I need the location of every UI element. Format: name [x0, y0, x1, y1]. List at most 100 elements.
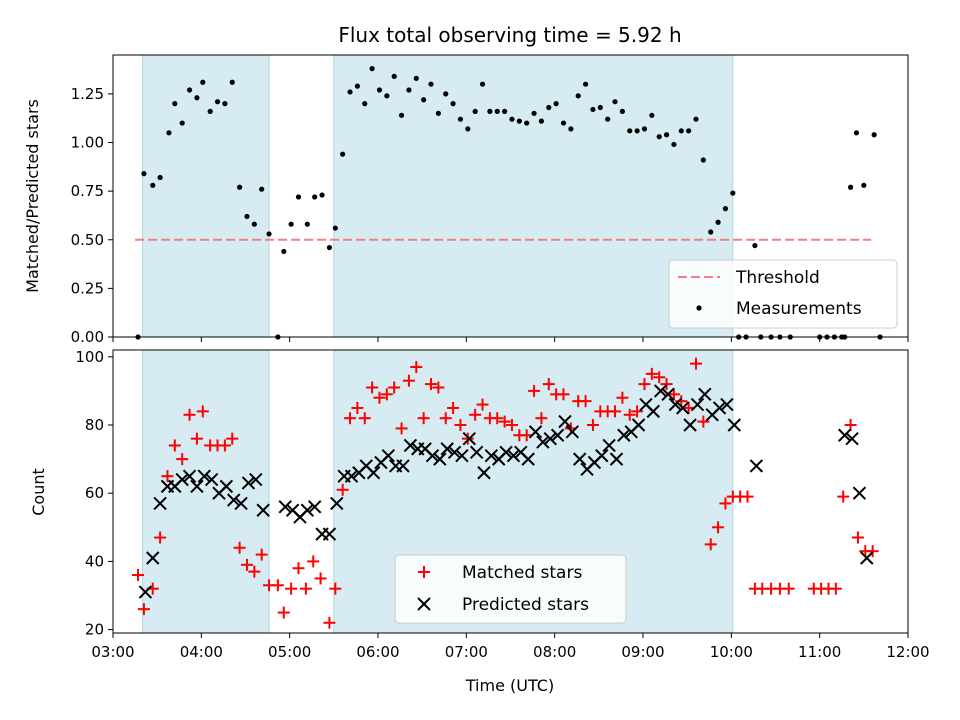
- matched-star-point-31: [358, 412, 371, 425]
- measurement-point-36: [398, 112, 405, 118]
- bottom-y-tick-label-4: 100: [75, 348, 104, 366]
- matched-star-point-53: [520, 429, 533, 442]
- measurement-point-81: [730, 190, 736, 196]
- bottom-x-tick-label-9: 12:00: [886, 643, 929, 661]
- matched-star-point-28: [336, 483, 349, 496]
- bottom-x-tick-label-3: 06:00: [356, 643, 399, 661]
- top-plot-frame: [112, 54, 909, 338]
- measurement-point-43: [450, 101, 456, 107]
- measurement-point-58: [560, 120, 567, 126]
- matched-star-point-42: [439, 412, 452, 425]
- predicted-star-point-72: [683, 418, 697, 432]
- bottom-x-tick-label-6: 09:00: [621, 643, 664, 661]
- measurement-point-55: [538, 118, 545, 124]
- matched-star-point-44: [454, 419, 467, 432]
- predicted-star-point-55: [558, 414, 572, 429]
- matched-star-point-32: [366, 381, 379, 394]
- legend-matched-label: Matched stars: [462, 563, 582, 583]
- matched-star-point-23: [299, 582, 312, 595]
- measurement-point-39: [421, 97, 427, 103]
- predicted-star-point-77: [720, 397, 734, 412]
- bottom-plot-frame: [112, 349, 909, 634]
- measurement-point-75: [686, 128, 692, 134]
- bottom-x-axis-label: Time (UTC): [465, 676, 554, 695]
- top-observing-interval-0: [141, 54, 270, 338]
- predicted-star-point-70: [668, 397, 683, 412]
- measurement-point-95: [853, 130, 860, 136]
- measurement-point-25: [319, 192, 325, 198]
- matched-star-point-24: [307, 555, 320, 568]
- measurement-point-59: [568, 126, 574, 132]
- measurement-point-80: [722, 206, 729, 212]
- measurement-point-53: [524, 120, 530, 126]
- measurement-point-42: [443, 91, 449, 97]
- matched-star-point-5: [168, 439, 181, 452]
- predicted-star-point-6: [182, 469, 197, 483]
- predicted-star-point-31: [381, 448, 396, 463]
- matched-star-point-73: [667, 388, 680, 401]
- measurement-point-30: [354, 83, 360, 89]
- matched-star-point-17: [255, 548, 268, 561]
- measurement-point-33: [376, 87, 383, 93]
- bottom-y-tick-label-1: 40: [85, 552, 104, 570]
- measurement-point-1: [141, 171, 147, 177]
- measurement-point-79: [715, 219, 721, 225]
- measurement-point-72: [663, 132, 670, 138]
- predicted-star-point-20: [300, 503, 315, 517]
- measurement-point-9: [200, 79, 206, 85]
- measurement-point-96: [861, 182, 867, 188]
- matched-star-point-79: [712, 521, 725, 534]
- matched-star-point-26: [323, 616, 336, 629]
- matched-star-point-77: [697, 415, 710, 428]
- predicted-star-point-79: [749, 459, 764, 473]
- matched-star-point-4: [161, 470, 174, 483]
- predicted-star-point-57: [572, 452, 587, 466]
- matched-star-point-80: [719, 497, 732, 510]
- legend-measurements-label: Measurements: [736, 299, 862, 319]
- measurement-point-56: [546, 104, 552, 111]
- measurement-point-6: [179, 120, 185, 126]
- measurement-point-62: [590, 106, 596, 113]
- measurement-point-15: [244, 213, 250, 220]
- predicted-star-point-63: [617, 428, 631, 442]
- measurement-point-28: [340, 151, 346, 157]
- matched-star-point-8: [190, 432, 203, 445]
- measurement-point-44: [457, 116, 464, 122]
- predicted-star-point-62: [609, 452, 624, 466]
- predicted-star-point-47: [499, 445, 513, 459]
- matched-star-point-72: [660, 378, 673, 391]
- measurement-point-4: [166, 130, 172, 136]
- top-chart-title: Flux total observing time = 5.92 h: [338, 23, 681, 47]
- measurement-point-23: [304, 221, 310, 227]
- bottom-y-tick-label-3: 80: [85, 416, 104, 434]
- predicted-star-point-13: [234, 496, 248, 511]
- matched-star-point-16: [248, 565, 261, 578]
- predicted-star-point-37: [425, 448, 440, 463]
- matched-star-point-36: [395, 422, 408, 435]
- measurement-point-29: [347, 89, 353, 95]
- matched-star-point-25: [314, 572, 327, 585]
- predicted-star-point-0: [138, 585, 153, 599]
- matched-star-point-30: [351, 401, 364, 414]
- measurement-point-50: [502, 108, 508, 114]
- bottom-x-tick-label-1: 04:00: [180, 643, 223, 661]
- measurement-point-40: [428, 81, 434, 87]
- predicted-star-point-82: [852, 486, 867, 500]
- top-y-tick-label-2: 0.50: [71, 231, 104, 249]
- matched-star-point-76: [690, 357, 702, 370]
- measurement-point-70: [649, 112, 655, 118]
- predicted-star-point-44: [477, 466, 491, 480]
- predicted-star-point-73: [690, 397, 705, 412]
- matched-star-point-55: [535, 412, 548, 425]
- bottom-x-tick-label-8: 11:00: [798, 643, 841, 661]
- predicted-star-point-56: [565, 425, 580, 439]
- matched-star-point-19: [271, 579, 284, 592]
- measurement-point-22: [295, 194, 302, 200]
- measurement-point-18: [266, 231, 272, 237]
- measurement-point-64: [605, 116, 611, 122]
- bottom-x-tick-label-2: 05:00: [268, 643, 311, 661]
- matched-star-point-75: [682, 401, 695, 414]
- measurement-point-13: [229, 79, 235, 85]
- measurement-point-34: [384, 93, 390, 99]
